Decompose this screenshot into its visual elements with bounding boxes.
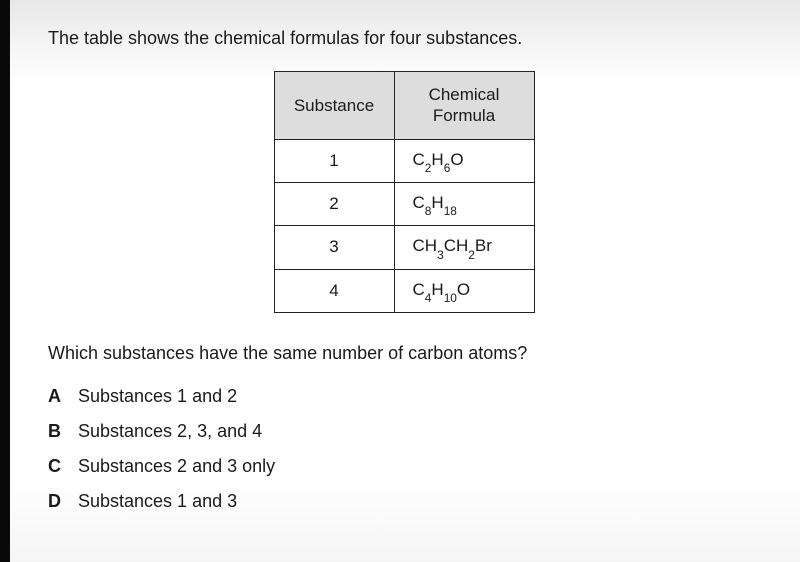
formula-cell: CH3CH2Br [394,226,534,269]
subscript: 2 [425,161,432,175]
col-header-formula-l2: Formula [433,106,495,125]
col-header-substance: Substance [274,72,394,140]
substance-cell: 4 [274,269,394,312]
photo-left-edge [0,0,10,562]
table-row: 4C4H10O [274,269,534,312]
subscript: 10 [444,291,457,305]
subscript: 8 [425,204,432,218]
choice-item[interactable]: ASubstances 1 and 2 [48,386,760,407]
subscript: 4 [425,291,432,305]
col-header-formula-l1: Chemical [429,85,500,104]
choice-letter: D [48,491,78,512]
choice-item[interactable]: CSubstances 2 and 3 only [48,456,760,477]
question-container: The table shows the chemical formulas fo… [0,0,800,546]
choice-text: Substances 2 and 3 only [78,456,760,477]
choice-letter: A [48,386,78,407]
choice-item[interactable]: BSubstances 2, 3, and 4 [48,421,760,442]
table-wrapper: Substance Chemical Formula 1C2H6O2C8H183… [48,71,760,313]
subscript: 2 [468,248,475,262]
formula-table: Substance Chemical Formula 1C2H6O2C8H183… [274,71,535,313]
table-row: 3CH3CH2Br [274,226,534,269]
formula-cell: C2H6O [394,139,534,182]
choice-text: Substances 1 and 3 [78,491,760,512]
choice-text: Substances 1 and 2 [78,386,760,407]
choice-text: Substances 2, 3, and 4 [78,421,760,442]
formula-cell: C8H18 [394,182,534,225]
choice-item[interactable]: DSubstances 1 and 3 [48,491,760,512]
table-header-row: Substance Chemical Formula [274,72,534,140]
subscript: 3 [437,248,444,262]
substance-cell: 1 [274,139,394,182]
subscript: 18 [444,204,457,218]
intro-text: The table shows the chemical formulas fo… [48,28,760,49]
table-row: 2C8H18 [274,182,534,225]
formula-cell: C4H10O [394,269,534,312]
answer-choices: ASubstances 1 and 2BSubstances 2, 3, and… [48,386,760,512]
question-text: Which substances have the same number of… [48,343,760,364]
table-body: 1C2H6O2C8H183CH3CH2Br4C4H10O [274,139,534,313]
table-row: 1C2H6O [274,139,534,182]
col-header-formula: Chemical Formula [394,72,534,140]
subscript: 6 [444,161,451,175]
substance-cell: 2 [274,182,394,225]
choice-letter: B [48,421,78,442]
choice-letter: C [48,456,78,477]
substance-cell: 3 [274,226,394,269]
